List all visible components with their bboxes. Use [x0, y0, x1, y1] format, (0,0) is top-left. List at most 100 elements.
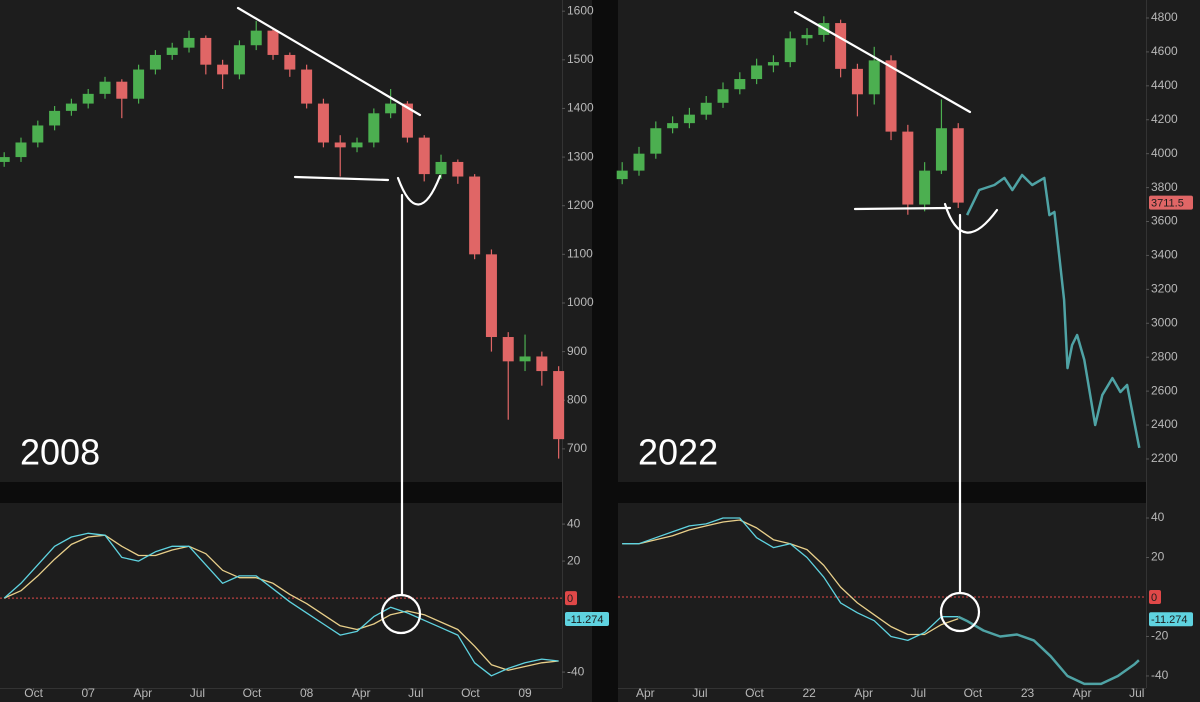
- x-tick-label: 08: [300, 686, 314, 700]
- y-tick-label: 3200: [1151, 282, 1178, 296]
- y-tick-label: 4000: [1151, 146, 1178, 160]
- candle-body: [767, 62, 779, 66]
- candle-body: [700, 102, 712, 115]
- x-tick-label: Jul: [408, 686, 423, 700]
- y-tick-label: 1500: [567, 52, 594, 66]
- candle-body: [267, 30, 279, 55]
- candle-body: [15, 142, 27, 158]
- pane-separator: [0, 482, 562, 503]
- y-tick-label: 2600: [1151, 383, 1178, 397]
- candle-body: [200, 37, 212, 65]
- candle-body: [553, 371, 565, 440]
- pane-separator: [618, 482, 1146, 503]
- candle-body: [616, 170, 628, 180]
- x-tick-label: 07: [82, 686, 96, 700]
- candle-body: [0, 157, 10, 162]
- bottom-curve: [943, 202, 999, 234]
- x-tick-label: 23: [1021, 686, 1035, 700]
- candle-body: [902, 131, 914, 205]
- candle-body: [435, 161, 447, 175]
- candle-body: [49, 110, 61, 126]
- highlight-circle: [939, 591, 981, 633]
- oscillator-line: [3, 532, 559, 677]
- candle-body: [401, 103, 413, 138]
- y-tick-label: 3800: [1151, 180, 1178, 194]
- candle-body: [99, 81, 111, 94]
- value-badge: [1149, 195, 1193, 210]
- y-tick-label: -40: [567, 664, 585, 678]
- candle-body: [317, 103, 329, 143]
- trend-line: [793, 10, 972, 114]
- candle-body: [385, 103, 397, 114]
- support-line: [293, 175, 390, 182]
- y-tick-label: -40: [1151, 668, 1169, 682]
- annotations: [236, 6, 999, 635]
- y-tick-label: 1000: [567, 295, 594, 309]
- value-badge-label: 0: [1151, 592, 1157, 604]
- y-tick-label: 800: [567, 392, 587, 406]
- candle-body: [485, 254, 497, 338]
- candle-body: [935, 128, 947, 171]
- candle-body: [166, 47, 178, 55]
- x-tick-label: Jul: [1129, 686, 1144, 700]
- x-tick-label: Apr: [854, 686, 873, 700]
- candle-body: [452, 161, 464, 177]
- candle-body: [536, 356, 548, 372]
- x-tick-label: Jul: [190, 686, 205, 700]
- y-tick-label: 1100: [567, 247, 593, 261]
- value-badge: [1149, 612, 1193, 627]
- x-tick-label: Oct: [24, 686, 43, 700]
- candle-body: [116, 81, 128, 99]
- x-tick-label: Apr: [636, 686, 655, 700]
- candle-body: [784, 38, 796, 63]
- candle-body: [851, 68, 863, 95]
- value-badge-label: 0: [567, 593, 573, 605]
- candle-body: [334, 142, 346, 148]
- x-tick-label: 09: [518, 686, 532, 700]
- y-tick-label: 3000: [1151, 315, 1178, 329]
- y-tick-label: 4600: [1151, 44, 1178, 58]
- y-tick-label: 700: [567, 441, 587, 455]
- candle-body: [82, 93, 94, 104]
- value-badge-label: 3711.5: [1151, 198, 1184, 210]
- candle-body: [351, 142, 363, 148]
- value-badge: [565, 611, 609, 626]
- year-label: 2008: [20, 432, 100, 473]
- y-tick-label: 2400: [1151, 417, 1178, 431]
- highlight-circle: [380, 593, 422, 635]
- candle-body: [368, 113, 380, 143]
- x-tick-label: Jul: [911, 686, 926, 700]
- y-tick-label: 1400: [567, 101, 594, 115]
- oscillator-projection: [957, 615, 1140, 686]
- panel-separator: [592, 0, 618, 702]
- y-tick-label: 4400: [1151, 78, 1178, 92]
- x-tick-label: 22: [802, 686, 816, 700]
- support-line: [853, 206, 952, 211]
- y-tick-label: 3600: [1151, 214, 1178, 228]
- candle-body: [885, 60, 897, 132]
- y-tick-label: 20: [1151, 550, 1165, 564]
- candle-body: [65, 103, 77, 111]
- x-tick-label: Apr: [133, 686, 152, 700]
- candle-body: [149, 54, 161, 70]
- x-tick-label: Oct: [745, 686, 764, 700]
- candle-body: [919, 170, 931, 205]
- y-tick-label: 1200: [567, 198, 594, 212]
- bottom-curve: [396, 174, 442, 206]
- y-tick-label: 1300: [567, 149, 594, 163]
- y-tick-label: 900: [567, 344, 587, 358]
- candle-body: [835, 23, 847, 69]
- oscillator-line: [3, 534, 559, 671]
- candle-body: [683, 114, 695, 124]
- year-label: 2022: [638, 432, 718, 473]
- x-tick-label: Oct: [964, 686, 983, 700]
- candle-body: [801, 34, 813, 39]
- x-tick-label: Apr: [352, 686, 371, 700]
- oscillator-line: [622, 517, 959, 642]
- candle-body: [952, 128, 964, 203]
- candle-body: [418, 137, 430, 175]
- candle-body: [519, 356, 531, 362]
- candle-body: [502, 337, 514, 362]
- y-tick-label: 4200: [1151, 112, 1178, 126]
